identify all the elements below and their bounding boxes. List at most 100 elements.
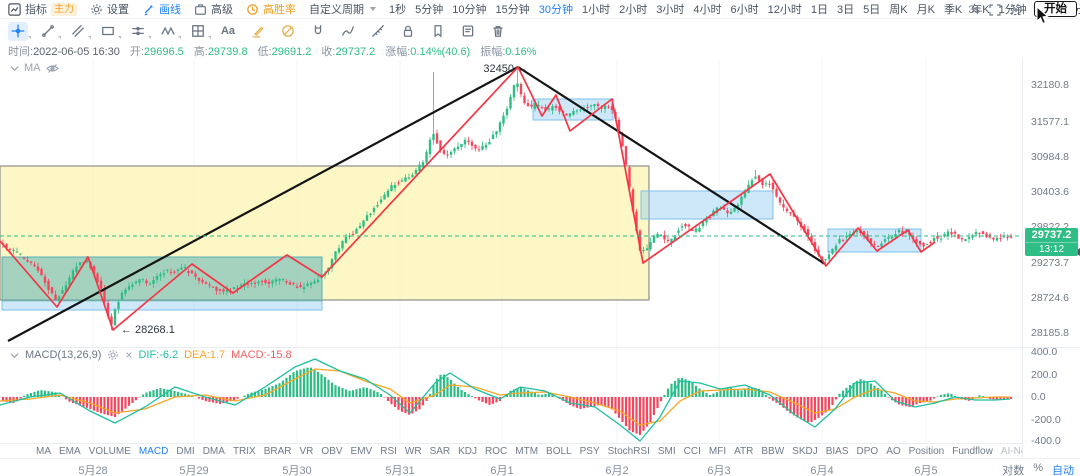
gear-icon[interactable] <box>107 349 119 361</box>
scale-control-自动[interactable]: 自动 <box>1052 465 1074 476</box>
indicator-tab-KDJ[interactable]: KDJ <box>458 445 478 457</box>
indicator-menu[interactable]: 指标 主力 <box>8 1 77 17</box>
note-tool[interactable] <box>458 22 478 41</box>
price-axis[interactable]: 29737.2 13:12 32180.8 31577.1 30984.8 30403… <box>1022 58 1080 458</box>
timeframe-30分钟[interactable]: 30分钟 <box>538 4 573 16</box>
trash-tool[interactable] <box>488 22 508 41</box>
timeframe-15分钟[interactable]: 15分钟 <box>495 4 530 16</box>
ohlc-field: 收:29737.2 <box>321 45 376 58</box>
zigzag-annotation[interactable] <box>0 66 936 331</box>
indicator-tab-DMI[interactable]: DMI <box>176 445 195 457</box>
pen-tool[interactable] <box>338 22 358 41</box>
rectangle-tool[interactable] <box>98 22 121 41</box>
magnet-tool[interactable] <box>308 22 328 41</box>
timeframe-年K[interactable]: 年K <box>971 4 990 16</box>
indicator-tab-PSY[interactable]: PSY <box>579 445 600 457</box>
timeframe-1秒[interactable]: 1秒 <box>389 4 407 16</box>
current-price-badge[interactable]: 29737.2 13:12 <box>1025 228 1078 256</box>
lock-tool[interactable] <box>398 22 418 41</box>
indicator-tab-EMV[interactable]: EMV <box>350 445 373 457</box>
zone-annotations[interactable] <box>0 98 922 311</box>
wave-tool[interactable] <box>158 22 181 41</box>
crosshair-tool[interactable] <box>8 21 31 41</box>
indicator-tab-MA[interactable]: MA <box>36 445 51 457</box>
parallel-channel-tool[interactable] <box>68 22 91 41</box>
screenshot-icon[interactable] <box>1010 4 1022 16</box>
indicator-tab-MACD[interactable]: MACD <box>138 445 169 457</box>
indicator-tabs: MA EMA VOLUME MACD DMI DMA TRIX BRAR VR OBV EMV RSI… <box>0 443 1022 458</box>
indicator-tab-BBW[interactable]: BBW <box>761 445 785 457</box>
trendline-tool[interactable] <box>38 22 61 41</box>
indicator-tab-RSI[interactable]: RSI <box>380 445 397 457</box>
timeframe-1分钟[interactable]: 1分钟 <box>998 4 1027 16</box>
timeframe-5日[interactable]: 5日 <box>863 4 881 16</box>
axis-tick: 0.0 <box>1031 391 1046 403</box>
fullscreen-icon[interactable] <box>989 3 1001 16</box>
advanced-button[interactable]: 高级 <box>194 1 233 17</box>
text-tool[interactable]: Aa <box>218 22 238 41</box>
draw-line-button[interactable]: 画线 <box>142 1 181 17</box>
indicator-tab-ATR[interactable]: ATR <box>734 445 754 457</box>
start-button[interactable]: 开始 <box>1034 1 1077 17</box>
timeframe-1日[interactable]: 1日 <box>810 4 828 16</box>
high-price-label: 32450 → <box>483 63 528 75</box>
bookmark-tool[interactable] <box>428 22 448 41</box>
timeframe-周K[interactable]: 周K <box>889 4 908 16</box>
indicator-tab-VR[interactable]: VR <box>299 445 314 457</box>
custom-period-dropdown[interactable]: 自定义周期 <box>309 1 376 17</box>
indicator-tab-WR[interactable]: WR <box>404 445 422 457</box>
horizontal-lines-tool[interactable] <box>128 22 151 41</box>
indicator-tab-SMI[interactable]: SMI <box>657 445 676 457</box>
time-axis[interactable]: 对数% 自动 5月28 5月29 5月30 5月31 6月1 6月2 6月3 6月4 6月5 <box>0 458 1080 476</box>
indicator-tab-BRAR[interactable]: BRAR <box>263 445 292 457</box>
dropdown-caret-icon <box>118 35 121 39</box>
win-rate-button[interactable]: 高胜率 <box>246 1 296 17</box>
indicator-tab-OBV[interactable]: OBV <box>321 445 343 457</box>
indicator-tab-BIAS[interactable]: BIAS <box>825 445 849 457</box>
timeframe-季K[interactable]: 季K <box>943 4 963 16</box>
close-icon[interactable]: × <box>125 348 133 362</box>
chart-canvas[interactable]: 32450 → ← 28268.1 <box>0 58 1022 443</box>
timeframe-5分钟[interactable]: 5分钟 <box>415 4 444 16</box>
indicator-tab-Fundflow[interactable]: Fundflow <box>952 445 993 457</box>
indicator-tab-VOLUME[interactable]: VOLUME <box>88 445 131 457</box>
indicator-tab-AI-NetVOL[interactable]: AI-NetVOL <box>1000 445 1022 457</box>
indicator-tab-Position[interactable]: Position <box>908 445 945 457</box>
scale-controls: 对数% 自动 <box>1002 462 1074 476</box>
indicator-tab-EMA[interactable]: EMA <box>59 445 81 457</box>
indicator-tab-StochRSI[interactable]: StochRSI <box>607 445 650 457</box>
indicator-tab-SAR[interactable]: SAR <box>429 445 451 457</box>
gear-icon <box>91 3 102 15</box>
timeframe-3小时[interactable]: 3小时 <box>656 4 685 16</box>
timeframe-10分钟[interactable]: 10分钟 <box>452 4 487 16</box>
grid-tool[interactable] <box>188 22 211 41</box>
indicator-tab-AO[interactable]: AO <box>886 445 901 457</box>
indicator-tab-TRIX[interactable]: TRIX <box>232 445 256 457</box>
scale-control-%[interactable]: % <box>1033 462 1043 474</box>
timeframe-2小时[interactable]: 2小时 <box>619 4 648 16</box>
timeframe-6小时[interactable]: 6小时 <box>730 4 759 16</box>
indicator-tab-CCI[interactable]: CCI <box>683 445 701 457</box>
measure-tool[interactable] <box>368 22 388 41</box>
indicator-tab-DPO[interactable]: DPO <box>856 445 879 457</box>
no-entry-tool[interactable] <box>278 22 298 41</box>
timeframe-月K[interactable]: 月K <box>916 4 935 16</box>
settings-button[interactable]: 设置 <box>90 1 129 17</box>
trendline-annotation[interactable] <box>7 66 826 342</box>
timeframe-3日[interactable]: 3日 <box>837 4 855 16</box>
indicator-tab-BOLL[interactable]: BOLL <box>546 445 572 457</box>
main-force-badge[interactable]: 主力 <box>51 2 77 16</box>
indicator-tab-MTM[interactable]: MTM <box>515 445 539 457</box>
indicator-tab-MFI[interactable]: MFI <box>708 445 727 457</box>
brush-tool[interactable] <box>248 22 268 41</box>
timeframe-12小时[interactable]: 12小时 <box>767 4 802 16</box>
chevron-down-icon[interactable] <box>10 65 19 72</box>
indicator-tab-SKDJ[interactable]: SKDJ <box>792 445 818 457</box>
indicator-tab-ROC[interactable]: ROC <box>485 445 508 457</box>
chevron-down-icon[interactable] <box>10 352 19 359</box>
timeframe-4小时[interactable]: 4小时 <box>693 4 722 16</box>
timeframe-1小时[interactable]: 1小时 <box>582 4 611 16</box>
eye-off-icon[interactable] <box>45 63 59 74</box>
indicator-tab-DMA[interactable]: DMA <box>202 445 225 457</box>
scale-control-对数[interactable]: 对数 <box>1002 465 1025 476</box>
